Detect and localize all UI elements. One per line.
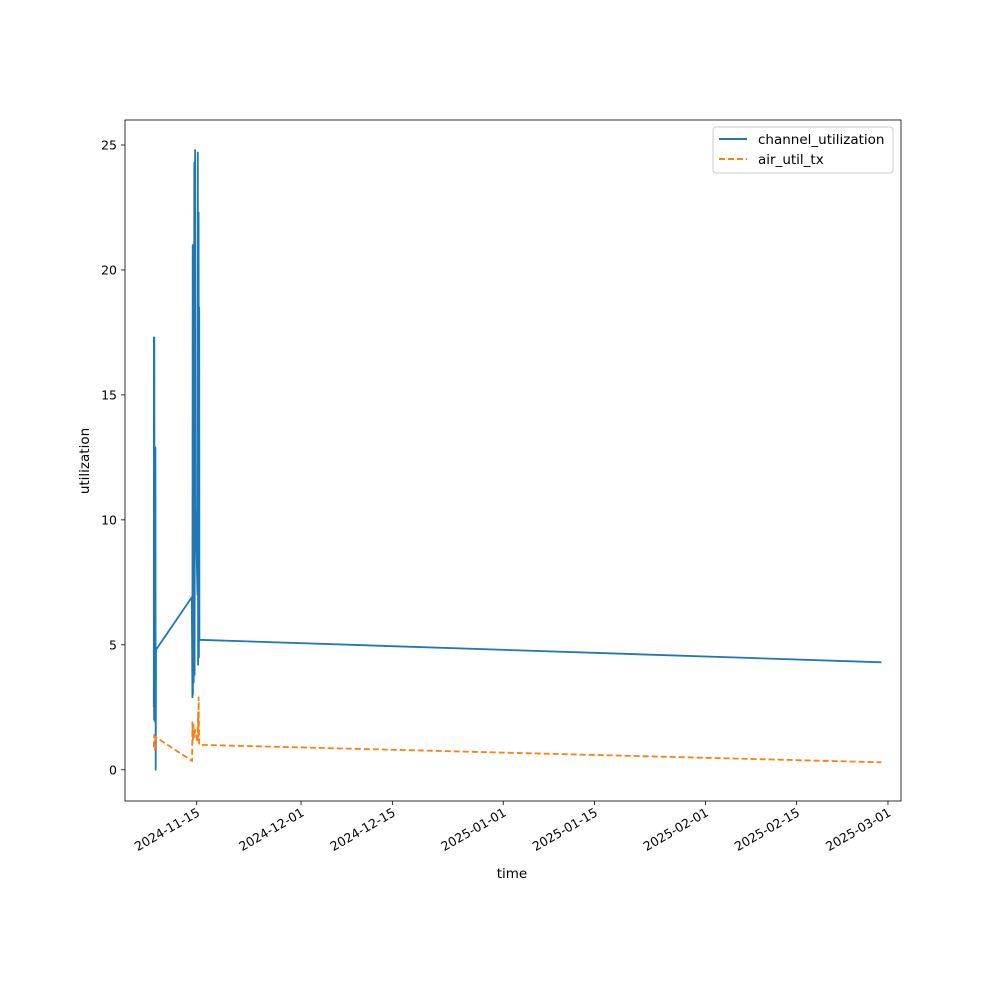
legend-label-air-util-tx: air_util_tx [758, 152, 824, 168]
series-line-air-util-tx [152, 696, 882, 764]
y-tick-label: 15 [101, 387, 117, 402]
series-line-channel-utilization [152, 149, 882, 771]
plot-area-frame [124, 119, 902, 802]
legend: channel_utilization air_util_tx [712, 126, 894, 174]
y-axis-label: utilization [77, 428, 93, 494]
x-axis-label: time [497, 866, 528, 882]
y-axis: 0 5 10 15 20 25 [101, 137, 125, 777]
y-tick-label: 25 [101, 137, 117, 152]
series-layer [152, 149, 882, 771]
legend-box [712, 126, 894, 174]
y-tick-label: 0 [109, 762, 117, 777]
y-tick-label: 5 [109, 637, 117, 652]
legend-label-channel-utilization: channel_utilization [758, 132, 885, 148]
y-tick-label: 20 [101, 262, 117, 277]
y-tick-label: 10 [101, 512, 117, 527]
